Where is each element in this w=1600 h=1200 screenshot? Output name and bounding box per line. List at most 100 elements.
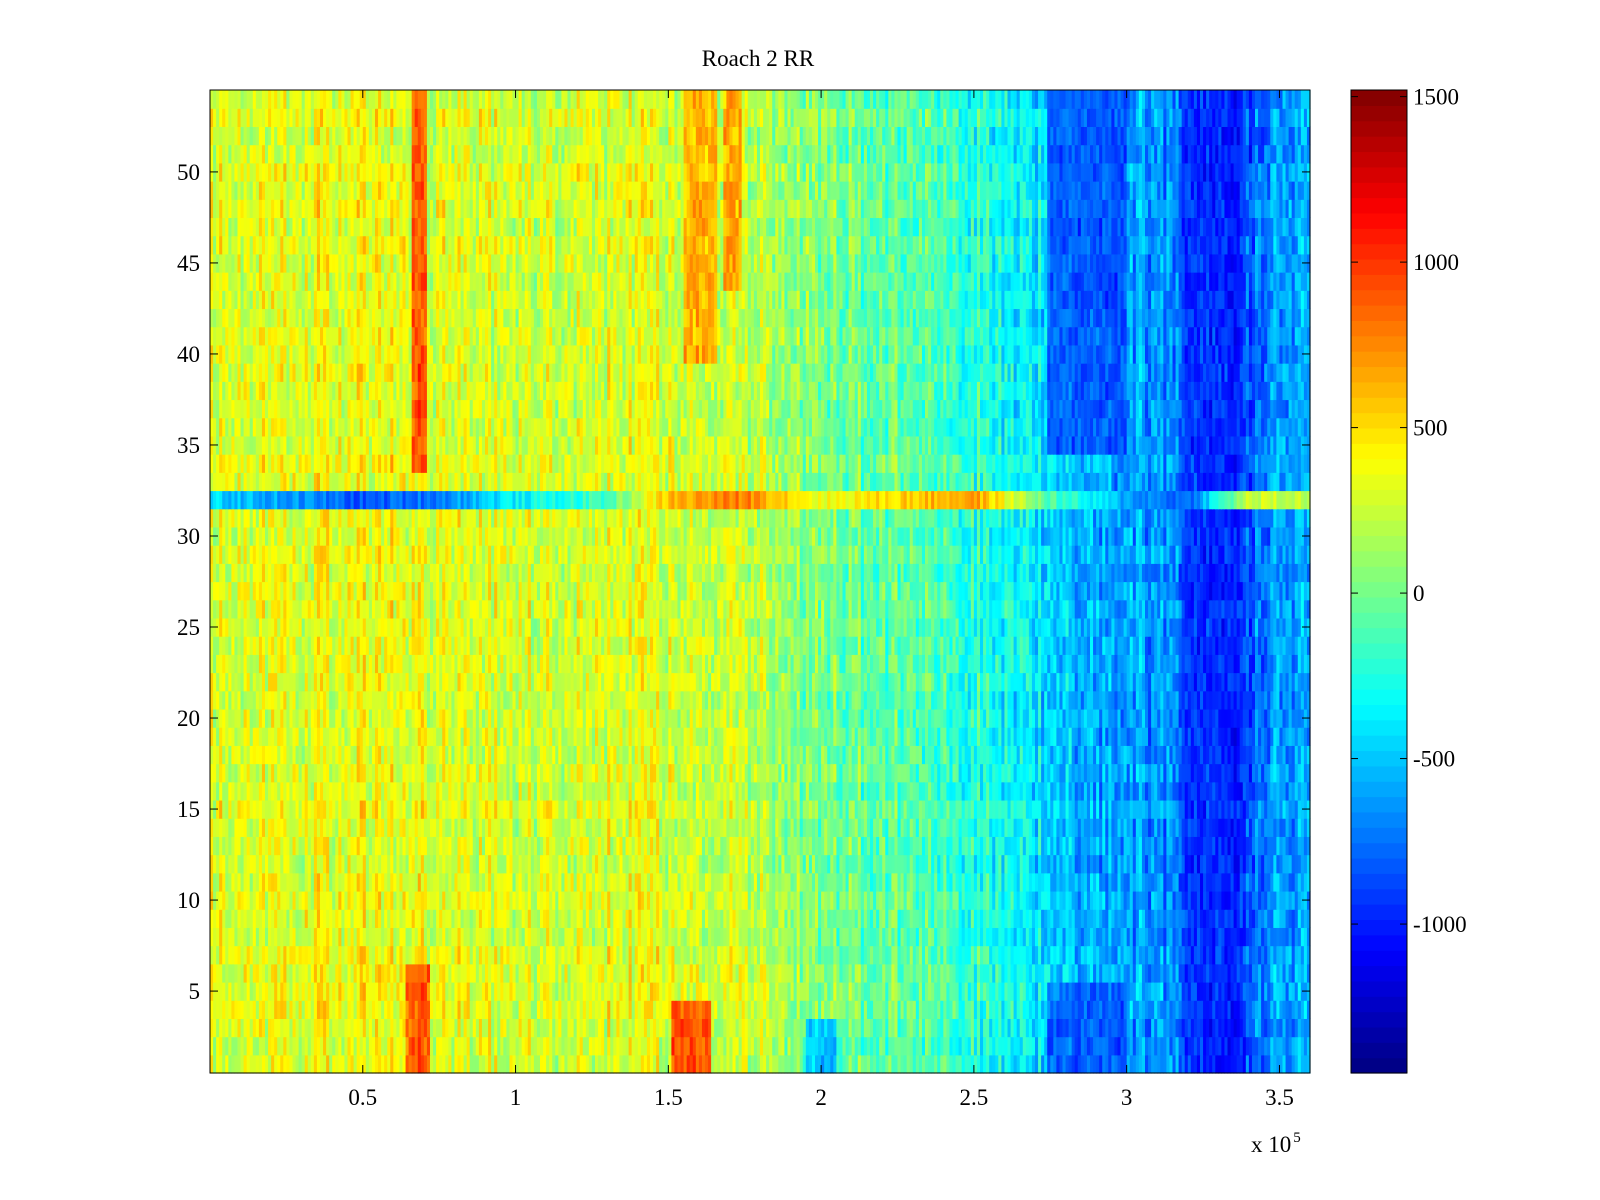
heatmap-cell xyxy=(1102,945,1106,965)
heatmap-cell xyxy=(1154,1036,1158,1056)
heatmap-cell xyxy=(973,963,978,983)
heatmap-cell xyxy=(1071,1036,1076,1056)
heatmap-cell xyxy=(952,909,957,928)
heatmap-cell xyxy=(808,872,813,892)
heatmap-cell xyxy=(1187,927,1192,947)
heatmap-cell xyxy=(778,1000,782,1019)
heatmap-cell xyxy=(368,890,373,910)
heatmap-cell xyxy=(1172,927,1177,947)
heatmap-cell xyxy=(536,927,541,947)
heatmap-cell xyxy=(915,1054,920,1074)
heatmap-cell xyxy=(1022,1018,1027,1038)
heatmap-cell xyxy=(799,945,804,965)
heatmap-cell xyxy=(1261,1000,1265,1019)
heatmap-cell xyxy=(1251,909,1256,928)
heatmap-cell xyxy=(280,909,284,928)
heatmap-cell xyxy=(1157,927,1161,947)
heatmap-cell xyxy=(1132,872,1137,892)
heatmap-cell xyxy=(689,963,694,983)
heatmap-cell xyxy=(1090,1054,1094,1074)
heatmap-cell xyxy=(530,963,535,983)
heatmap-cell xyxy=(622,1054,627,1074)
heatmap-cell xyxy=(653,1000,657,1019)
heatmap-cell xyxy=(1178,1036,1183,1056)
heatmap-cell xyxy=(646,1000,651,1019)
heatmap-cell xyxy=(390,945,394,965)
heatmap-cell xyxy=(1053,1054,1057,1074)
heatmap-cell xyxy=(698,963,703,983)
heatmap-cell xyxy=(1181,890,1186,910)
heatmap-cell xyxy=(1276,1018,1281,1038)
heatmap-cell xyxy=(1303,1054,1308,1074)
heatmap-cell xyxy=(1196,909,1201,928)
heatmap-cell xyxy=(353,963,358,983)
heatmap-cell xyxy=(1047,872,1051,892)
heatmap-cell xyxy=(393,1000,397,1019)
heatmap-cell xyxy=(1218,1018,1222,1038)
heatmap-cell xyxy=(934,927,938,947)
heatmap-cell xyxy=(1276,945,1281,965)
heatmap-cell xyxy=(1154,890,1158,910)
heatmap-cell xyxy=(1258,1000,1262,1019)
heatmap-cell xyxy=(808,890,813,910)
heatmap-cell xyxy=(622,872,627,892)
heatmap-cell xyxy=(851,981,856,1001)
heatmap-cell xyxy=(973,1036,978,1056)
heatmap-cell xyxy=(338,909,342,928)
heatmap-cell xyxy=(243,927,248,947)
heatmap-cell xyxy=(436,981,440,1001)
heatmap-cell xyxy=(851,945,856,965)
heatmap-cell xyxy=(1166,963,1171,983)
heatmap-cell xyxy=(821,909,825,928)
heatmap-cell xyxy=(790,963,795,983)
heatmap-cell xyxy=(1279,927,1284,947)
heatmap-cell xyxy=(964,909,969,928)
heatmap-cell xyxy=(225,872,229,892)
heatmap-cell xyxy=(1273,909,1277,928)
heatmap-cell xyxy=(1145,963,1149,983)
heatmap-cell xyxy=(619,890,624,910)
heatmap-cell xyxy=(949,1018,954,1038)
heatmap-cell xyxy=(1047,927,1051,947)
heatmap-cell xyxy=(775,909,779,928)
heatmap-cell xyxy=(277,1000,281,1019)
heatmap-cell xyxy=(753,981,758,1001)
heatmap-cell xyxy=(1099,963,1103,983)
heatmap-cell xyxy=(213,872,217,892)
heatmap-cell xyxy=(1206,890,1210,910)
heatmap-cell xyxy=(879,890,883,910)
heatmap-cell xyxy=(475,1054,480,1074)
heatmap-cell xyxy=(610,981,614,1001)
heatmap-cell xyxy=(1053,1036,1057,1056)
heatmap-cell xyxy=(604,909,608,928)
heatmap-cell xyxy=(1236,963,1241,983)
heatmap-cell xyxy=(402,927,407,947)
heatmap-cell xyxy=(747,963,752,983)
heatmap-cell xyxy=(653,890,657,910)
heatmap-cell xyxy=(1074,890,1079,910)
heatmap-cell xyxy=(1035,872,1039,892)
heatmap-cell xyxy=(1083,981,1088,1001)
heatmap-cell xyxy=(423,1036,428,1056)
heatmap-cell xyxy=(931,1054,935,1074)
heatmap-cell xyxy=(497,945,501,965)
heatmap-cell xyxy=(503,981,507,1001)
heatmap-cell xyxy=(1035,1036,1039,1056)
heatmap-cell xyxy=(705,963,709,983)
heatmap-cell xyxy=(1236,1018,1241,1038)
heatmap-cell xyxy=(1062,927,1067,947)
heatmap-cell xyxy=(1193,872,1198,892)
heatmap-cell xyxy=(1050,1054,1054,1074)
heatmap-cell xyxy=(582,1000,587,1019)
heatmap-cell xyxy=(705,1054,709,1074)
heatmap-cell xyxy=(967,927,972,947)
heatmap-cell xyxy=(335,945,339,965)
heatmap-cell xyxy=(1297,927,1302,947)
heatmap-cell xyxy=(237,1000,242,1019)
heatmap-cell xyxy=(848,890,853,910)
heatmap-cell xyxy=(628,909,633,928)
heatmap-cell xyxy=(1178,981,1183,1001)
heatmap-cell xyxy=(564,927,569,947)
heatmap-cell xyxy=(301,890,306,910)
heatmap-cell xyxy=(332,909,336,928)
